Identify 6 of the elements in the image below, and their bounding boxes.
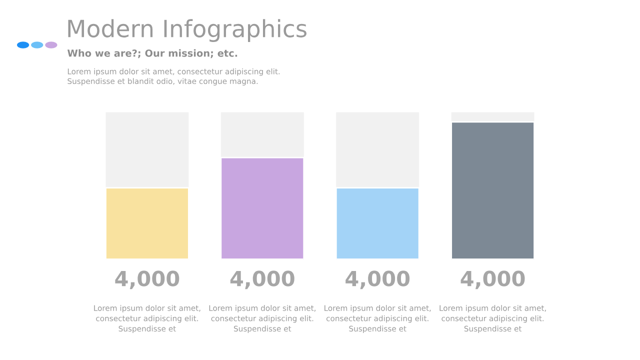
chart-title: Modern Infographics bbox=[68, 19, 307, 42]
chart-subtitle: Who we are?; Our mission; etc. bbox=[67, 49, 238, 58]
text: 4,000 bbox=[230, 270, 294, 290]
text: 4,000 bbox=[346, 270, 410, 290]
text: 4,000 bbox=[460, 270, 525, 290]
text: 4,000 bbox=[115, 270, 180, 290]
